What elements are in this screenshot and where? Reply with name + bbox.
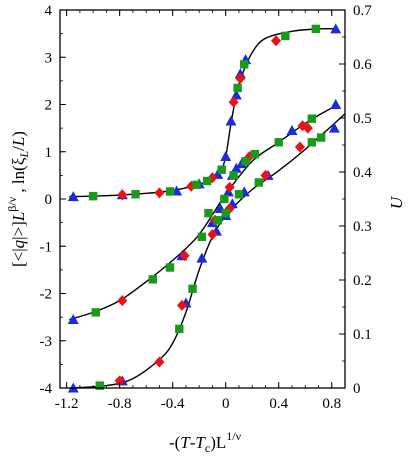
red-diamond-point: [176, 299, 187, 311]
y-left-tick-label: 1: [45, 145, 53, 161]
fit-curve-2: [69, 103, 339, 321]
y-left-tick-label: -4: [40, 381, 53, 397]
x-tick-label: -0.8: [108, 396, 132, 412]
red-diamond-point: [154, 187, 165, 199]
x-tick-label: 0.8: [322, 396, 341, 412]
green-square-point: [254, 178, 264, 187]
blue-triangle-point: [330, 99, 342, 109]
y-right-tick-label: 0.7: [353, 3, 372, 19]
red-diamond-point: [207, 228, 218, 240]
green-square-point: [88, 191, 98, 201]
red-diamond-point: [114, 375, 125, 387]
blue-triangle-point: [225, 115, 237, 126]
red-diamond-point: [117, 189, 128, 201]
green-square-point: [165, 187, 175, 196]
green-square-point: [274, 138, 283, 147]
blue-triangle-point: [222, 186, 234, 197]
y-right-tick-label: 0.3: [353, 219, 372, 235]
y-right-tick-label: 0: [353, 381, 361, 397]
green-square-point: [188, 284, 197, 293]
green-square-point: [192, 180, 201, 190]
x-axis-label: -(T-Tc)L1/ν: [169, 429, 242, 455]
green-square-point: [204, 208, 213, 218]
red-diamond-point: [154, 356, 165, 368]
red-diamond-point: [117, 295, 128, 307]
green-square-point: [316, 133, 326, 142]
green-square-point: [91, 308, 100, 317]
green-square-point: [240, 60, 249, 69]
x-tick-label: -0.4: [161, 396, 185, 412]
red-diamond-point: [260, 169, 271, 181]
y-right-tick-label: 0.2: [353, 273, 372, 289]
fit-curve-1: [69, 28, 339, 198]
green-square-point: [234, 190, 244, 199]
green-square-point: [250, 149, 260, 159]
y-right-tick-label: 0.4: [353, 165, 372, 181]
green-square-point: [213, 216, 222, 225]
green-square-point: [311, 24, 321, 34]
red-diamond-point: [179, 250, 190, 262]
green-square-point: [202, 176, 212, 186]
green-square-point: [281, 31, 290, 41]
y-left-tick-label: 4: [45, 3, 53, 19]
y-left-tick-label: 2: [45, 98, 53, 114]
red-diamond-point: [235, 73, 246, 85]
green-square-point: [148, 275, 157, 284]
green-square-point: [131, 190, 140, 199]
axis-ticks: -1.2 -0.8 -0.4 0 0.4 0.8 -4 -3 -2 -1 0 1 2 3 4 0 0.1 0.2 0…: [40, 3, 373, 412]
green-square-point: [229, 171, 238, 180]
data-points: [67, 23, 342, 393]
blue-triangle-point: [286, 124, 298, 135]
x-tick-label: 0: [222, 396, 230, 412]
green-square-point: [165, 263, 175, 272]
green-square-point: [221, 208, 230, 218]
green-square-point: [217, 165, 226, 174]
x-tick-label: -1.2: [55, 396, 79, 412]
blue-triangle-point: [330, 23, 342, 34]
green-square-point: [220, 194, 229, 204]
red-diamond-point: [271, 35, 282, 47]
y-left-tick-label: -2: [40, 287, 53, 303]
plot-frame: [59, 9, 346, 389]
blue-triangle-point: [196, 252, 208, 263]
y-right-tick-label: 0.5: [353, 111, 372, 127]
green-square-point: [197, 232, 207, 241]
y-right-tick-label: 0.1: [353, 327, 372, 343]
red-diamond-point: [228, 96, 239, 108]
y-left-tick-label: 0: [45, 192, 53, 208]
y-left-tick-label: -3: [40, 334, 53, 350]
blue-triangle-point: [67, 191, 79, 202]
red-diamond-point: [302, 122, 313, 134]
y-axis-label-right: U: [387, 195, 406, 209]
red-diamond-point: [224, 181, 235, 193]
y-right-tick-label: 0.6: [353, 57, 372, 73]
green-square-point: [307, 114, 317, 123]
green-square-point: [175, 324, 184, 334]
fit-curves: [69, 28, 346, 389]
red-diamond-point: [294, 141, 305, 153]
green-square-point: [95, 381, 104, 390]
y-left-tick-label: -1: [40, 239, 53, 255]
green-square-point: [241, 157, 250, 166]
blue-triangle-point: [220, 150, 232, 161]
blue-triangle-point: [67, 313, 79, 324]
green-square-point: [307, 138, 317, 147]
y-axis-label-left: [<|q|>]Lβ/ν , ln(ξL/L): [5, 131, 31, 267]
x-tick-label: 0.4: [269, 396, 288, 412]
green-square-point: [233, 83, 242, 93]
blue-triangle-point: [328, 122, 340, 133]
y-left-tick-label: 3: [45, 50, 53, 66]
fit-curve-3: [69, 113, 346, 389]
